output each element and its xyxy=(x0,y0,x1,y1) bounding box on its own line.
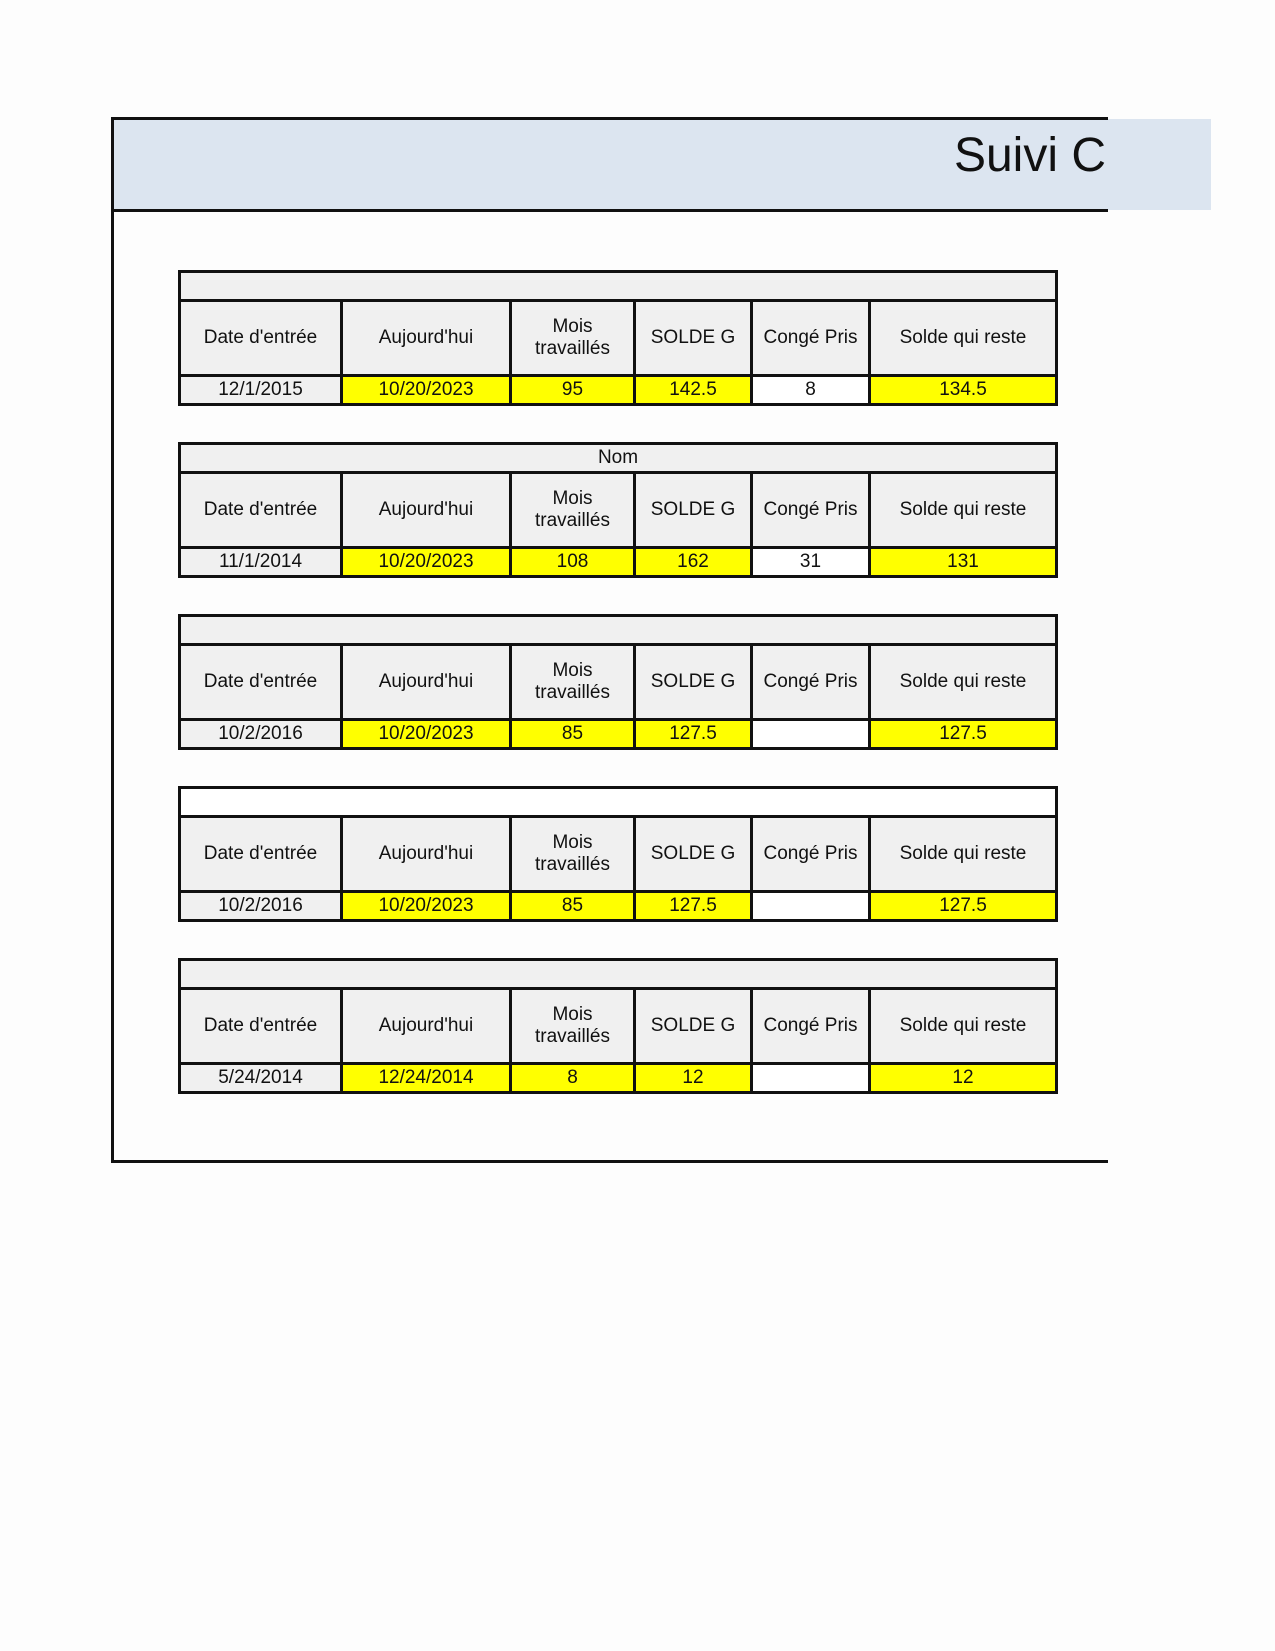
table-row: 10/2/2016 10/20/2023 85 127.5 127.5 xyxy=(178,890,1058,922)
leave-table: Date d'entrée Aujourd'hui Mois travaillé… xyxy=(178,614,1058,750)
employee-name-cell[interactable] xyxy=(178,958,1058,990)
header-solde-qui-reste: Solde qui reste xyxy=(868,299,1058,377)
header-conge-pris: Congé Pris xyxy=(750,643,871,721)
solde-qui-reste-cell[interactable]: 12 xyxy=(868,1062,1058,1094)
employee-name-cell[interactable]: Nom xyxy=(178,442,1058,474)
conge-pris-cell[interactable] xyxy=(750,890,871,922)
header-aujourdhui: Aujourd'hui xyxy=(340,815,512,893)
column-header-row: Date d'entrée Aujourd'hui Mois travaillé… xyxy=(178,643,1058,721)
header-aujourdhui: Aujourd'hui xyxy=(340,643,512,721)
table-caption-row xyxy=(178,614,1058,646)
header-solde-qui-reste: Solde qui reste xyxy=(868,643,1058,721)
page-title: Suivi C xyxy=(953,129,1106,182)
header-solde-g: SOLDE G xyxy=(633,471,753,549)
date-entree-cell[interactable]: 5/24/2014 xyxy=(178,1062,343,1094)
header-aujourdhui: Aujourd'hui xyxy=(340,299,512,377)
solde-qui-reste-cell[interactable]: 131 xyxy=(868,546,1058,578)
header-mois-travailles: Mois travaillés xyxy=(509,987,636,1065)
frame-left-border xyxy=(111,117,114,1163)
header-solde-qui-reste: Solde qui reste xyxy=(868,471,1058,549)
table-caption-row: Nom xyxy=(178,442,1058,474)
header-solde-g: SOLDE G xyxy=(633,815,753,893)
leave-table: Date d'entrée Aujourd'hui Mois travaillé… xyxy=(178,270,1058,406)
header-solde-g: SOLDE G xyxy=(633,987,753,1065)
table-row: 11/1/2014 10/20/2023 108 162 31 131 xyxy=(178,546,1058,578)
mois-travailles-cell[interactable]: 95 xyxy=(509,374,636,406)
header-mois-travailles: Mois travaillés xyxy=(509,471,636,549)
date-entree-cell[interactable]: 10/2/2016 xyxy=(178,890,343,922)
conge-pris-cell[interactable] xyxy=(750,718,871,750)
table-caption-row xyxy=(178,270,1058,302)
date-entree-cell[interactable]: 11/1/2014 xyxy=(178,546,343,578)
date-entree-cell[interactable]: 12/1/2015 xyxy=(178,374,343,406)
frame-bottom-border xyxy=(111,1160,1108,1163)
header-bottom-border xyxy=(111,209,1108,212)
header-solde-g: SOLDE G xyxy=(633,299,753,377)
solde-qui-reste-cell[interactable]: 134.5 xyxy=(868,374,1058,406)
table-row: 12/1/2015 10/20/2023 95 142.5 8 134.5 xyxy=(178,374,1058,406)
date-entree-cell[interactable]: 10/2/2016 xyxy=(178,718,343,750)
conge-pris-cell[interactable]: 8 xyxy=(750,374,871,406)
mois-travailles-cell[interactable]: 85 xyxy=(509,718,636,750)
solde-g-cell[interactable]: 127.5 xyxy=(633,890,753,922)
employee-name-cell[interactable] xyxy=(178,614,1058,646)
column-header-row: Date d'entrée Aujourd'hui Mois travaillé… xyxy=(178,815,1058,893)
conge-pris-cell[interactable] xyxy=(750,1062,871,1094)
header-mois-travailles: Mois travaillés xyxy=(509,815,636,893)
aujourdhui-cell[interactable]: 10/20/2023 xyxy=(340,374,512,406)
aujourdhui-cell[interactable]: 12/24/2014 xyxy=(340,1062,512,1094)
frame-top-border xyxy=(111,117,1108,120)
header-band xyxy=(114,119,1211,210)
header-date-entree: Date d'entrée xyxy=(178,815,343,893)
header-aujourdhui: Aujourd'hui xyxy=(340,987,512,1065)
aujourdhui-cell[interactable]: 10/20/2023 xyxy=(340,546,512,578)
aujourdhui-cell[interactable]: 10/20/2023 xyxy=(340,718,512,750)
solde-g-cell[interactable]: 142.5 xyxy=(633,374,753,406)
header-date-entree: Date d'entrée xyxy=(178,987,343,1065)
column-header-row: Date d'entrée Aujourd'hui Mois travaillé… xyxy=(178,299,1058,377)
mois-travailles-cell[interactable]: 85 xyxy=(509,890,636,922)
employee-name-cell[interactable] xyxy=(178,786,1058,818)
header-conge-pris: Congé Pris xyxy=(750,299,871,377)
leave-table: Date d'entrée Aujourd'hui Mois travaillé… xyxy=(178,958,1058,1094)
employee-name-cell[interactable] xyxy=(178,270,1058,302)
solde-g-cell[interactable]: 162 xyxy=(633,546,753,578)
header-mois-travailles: Mois travaillés xyxy=(509,299,636,377)
header-solde-qui-reste: Solde qui reste xyxy=(868,815,1058,893)
table-row: 10/2/2016 10/20/2023 85 127.5 127.5 xyxy=(178,718,1058,750)
header-aujourdhui: Aujourd'hui xyxy=(340,471,512,549)
column-header-row: Date d'entrée Aujourd'hui Mois travaillé… xyxy=(178,987,1058,1065)
header-date-entree: Date d'entrée xyxy=(178,299,343,377)
header-mois-travailles: Mois travaillés xyxy=(509,643,636,721)
table-caption-row xyxy=(178,958,1058,990)
leave-table: Nom Date d'entrée Aujourd'hui Mois trava… xyxy=(178,442,1058,578)
header-date-entree: Date d'entrée xyxy=(178,471,343,549)
header-conge-pris: Congé Pris xyxy=(750,471,871,549)
solde-qui-reste-cell[interactable]: 127.5 xyxy=(868,718,1058,750)
header-solde-g: SOLDE G xyxy=(633,643,753,721)
solde-g-cell[interactable]: 127.5 xyxy=(633,718,753,750)
solde-qui-reste-cell[interactable]: 127.5 xyxy=(868,890,1058,922)
table-caption-row xyxy=(178,786,1058,818)
column-header-row: Date d'entrée Aujourd'hui Mois travaillé… xyxy=(178,471,1058,549)
aujourdhui-cell[interactable]: 10/20/2023 xyxy=(340,890,512,922)
mois-travailles-cell[interactable]: 108 xyxy=(509,546,636,578)
header-conge-pris: Congé Pris xyxy=(750,815,871,893)
mois-travailles-cell[interactable]: 8 xyxy=(509,1062,636,1094)
leave-table: Date d'entrée Aujourd'hui Mois travaillé… xyxy=(178,786,1058,922)
conge-pris-cell[interactable]: 31 xyxy=(750,546,871,578)
header-conge-pris: Congé Pris xyxy=(750,987,871,1065)
header-date-entree: Date d'entrée xyxy=(178,643,343,721)
table-row: 5/24/2014 12/24/2014 8 12 12 xyxy=(178,1062,1058,1094)
header-solde-qui-reste: Solde qui reste xyxy=(868,987,1058,1065)
solde-g-cell[interactable]: 12 xyxy=(633,1062,753,1094)
